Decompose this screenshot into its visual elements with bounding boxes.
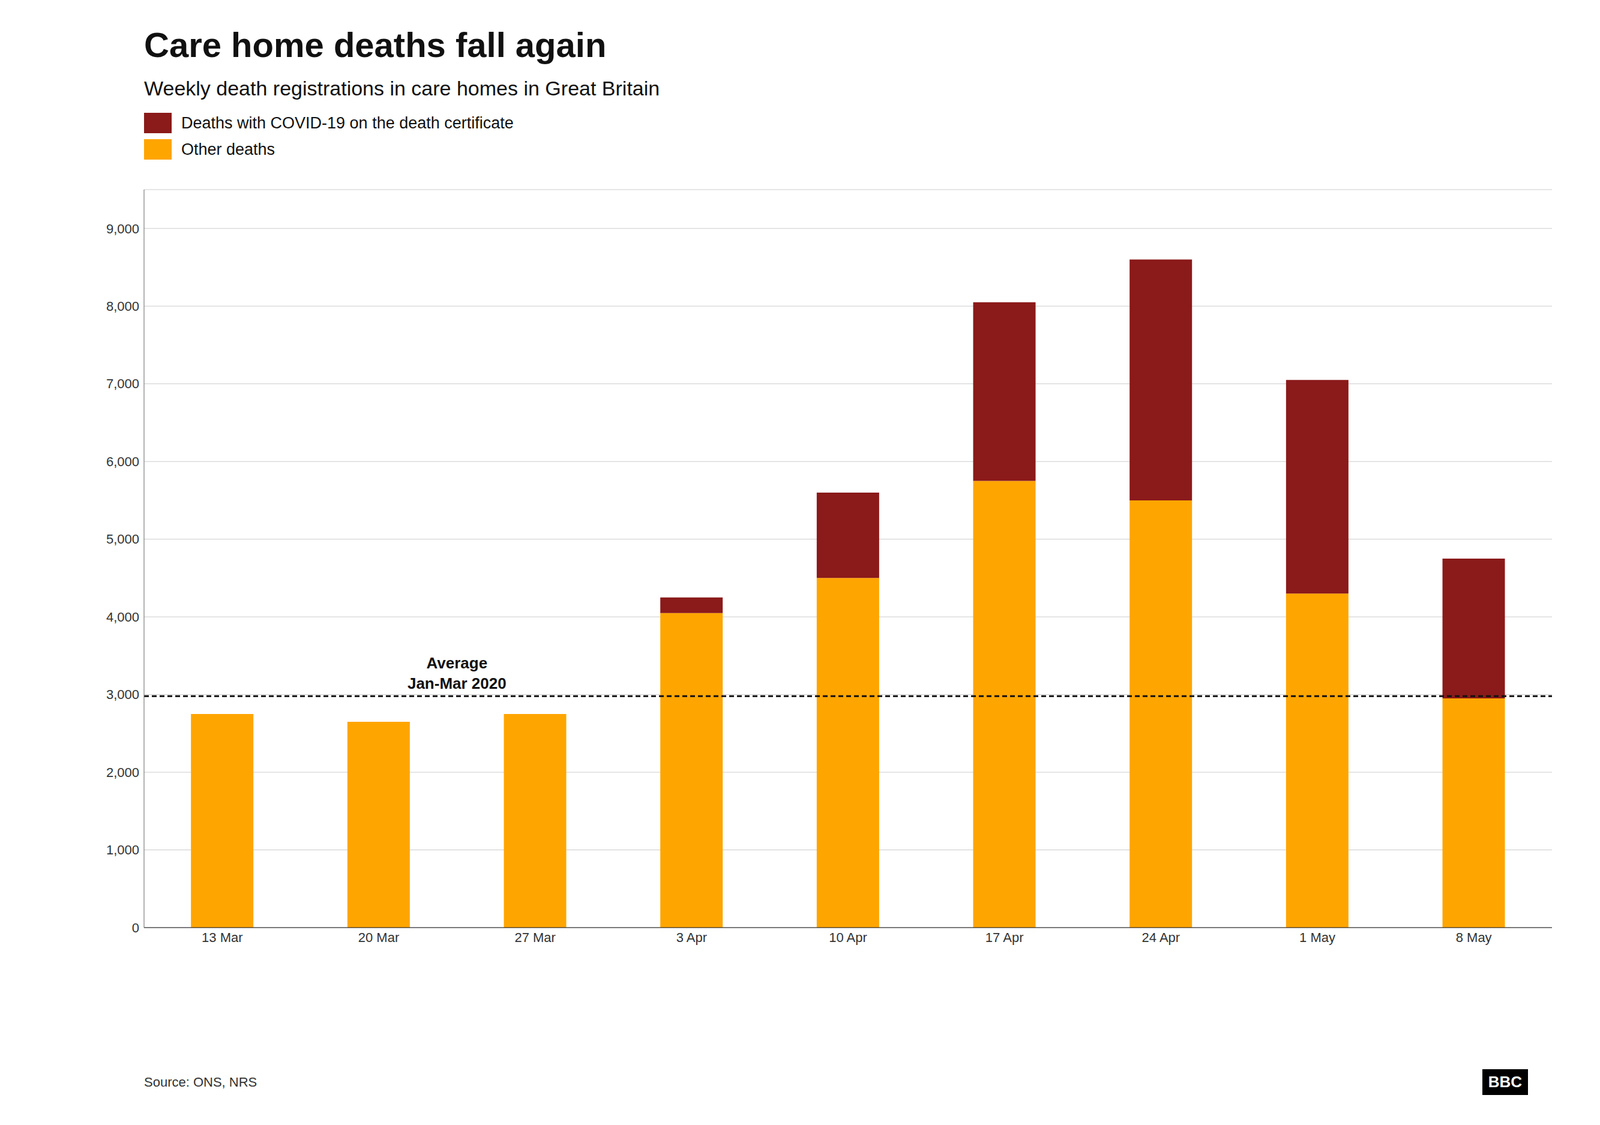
svg-text:1,000: 1,000 [106,842,140,858]
svg-text:9,000: 9,000 [106,221,140,237]
html-text:Deaths with COVID-19 on the de: Deaths with COVID-19 on the death certif… [181,113,514,132]
svg-text:Jan-Mar 2020: Jan-Mar 2020 [407,674,507,693]
svg-text:8 May: 8 May [1455,930,1492,946]
svg-text:Average: Average [426,654,488,673]
svg-text:17 Apr: 17 Apr [985,930,1024,946]
svg-text:27 Mar: 27 Mar [514,930,556,946]
html-text:Weekly death registrations in: Weekly death registrations in care homes… [144,76,660,100]
html-text:Other deaths: Other deaths [181,140,275,159]
svg-text:2,000: 2,000 [106,765,140,781]
html-text:BBC: BBC [1488,1073,1522,1092]
svg-text:3 Apr: 3 Apr [676,930,707,946]
svg-text:13 Mar: 13 Mar [201,930,243,946]
svg-text:1 May: 1 May [1299,930,1336,946]
svg-text:10 Apr: 10 Apr [828,930,868,946]
svg-text:20 Mar: 20 Mar [358,930,400,946]
svg-text:4,000: 4,000 [106,609,140,625]
svg-text:0: 0 [132,920,140,936]
svg-text:3,000: 3,000 [106,687,140,703]
html-text:Care home deaths fall again: Care home deaths fall again [144,25,607,65]
svg-text:7,000: 7,000 [106,376,140,392]
svg-text:5,000: 5,000 [106,531,140,547]
html-text:Source: ONS, NRS: Source: ONS, NRS [144,1074,258,1090]
svg-text:6,000: 6,000 [106,454,140,470]
svg-text:24 Apr: 24 Apr [1142,930,1181,946]
svg-text:8,000: 8,000 [106,298,140,314]
